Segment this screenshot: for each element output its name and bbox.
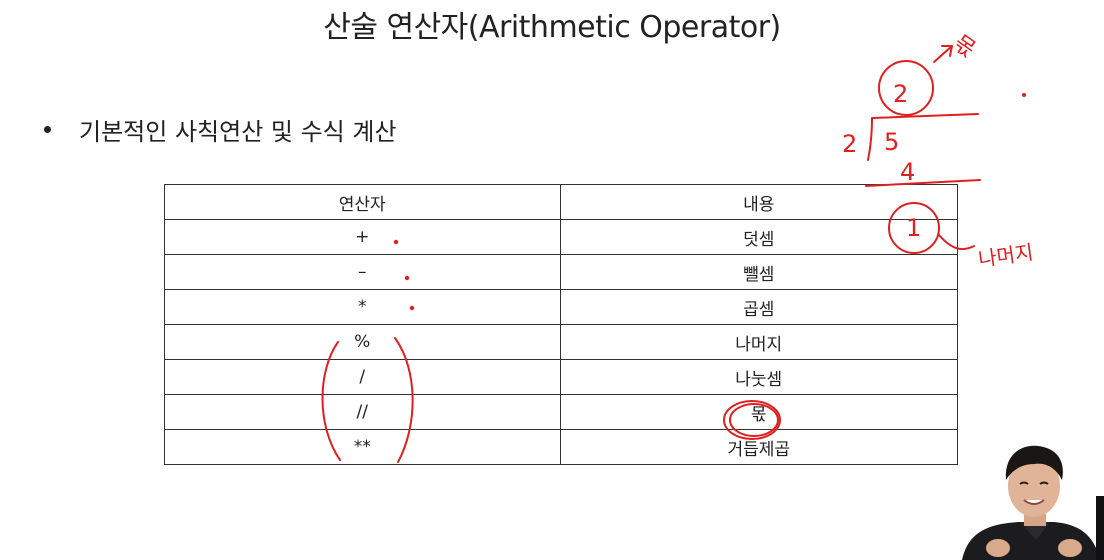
bullet-dot-icon bbox=[44, 126, 51, 133]
description-cell: 거듭제곱 bbox=[559, 429, 958, 465]
webcam-overlay bbox=[958, 440, 1104, 560]
arrow-head bbox=[941, 45, 953, 57]
presenter-video bbox=[958, 440, 1104, 560]
operator-cell: // bbox=[164, 394, 561, 430]
table-row: // 몫 bbox=[164, 394, 958, 430]
arrow-line bbox=[933, 45, 953, 63]
table-row: / 나눗셈 bbox=[164, 359, 958, 395]
division-bar bbox=[867, 117, 873, 161]
table-header-row: 연산자 내용 bbox=[164, 184, 958, 220]
handwritten-dividend-digit: 5 bbox=[884, 128, 899, 156]
table-row: ** 거듭제곱 bbox=[164, 429, 958, 465]
description-cell: 곱셈 bbox=[559, 289, 958, 325]
operator-cell: / bbox=[164, 359, 561, 395]
handwritten-product-digit: 4 bbox=[900, 158, 915, 186]
table-row: * 곱셈 bbox=[164, 289, 958, 325]
table-row: % 나머지 bbox=[164, 324, 958, 360]
operator-cell: ** bbox=[164, 429, 561, 465]
description-cell: 뺄셈 bbox=[559, 254, 958, 290]
handwritten-remainder-label: 나머지 bbox=[977, 240, 1035, 271]
handwritten-quotient-digit: 2 bbox=[893, 80, 908, 108]
table-header-operator: 연산자 bbox=[164, 184, 561, 220]
operator-cell: – bbox=[164, 254, 561, 290]
slide-title: 산술 연산자(Arithmetic Operator) bbox=[323, 10, 781, 45]
table-row: – 뺄셈 bbox=[164, 254, 958, 290]
table-row: + 덧셈 bbox=[164, 219, 958, 255]
operator-cell: + bbox=[164, 219, 561, 255]
description-cell: 나머지 bbox=[559, 324, 958, 360]
division-top-line bbox=[871, 113, 979, 119]
description-cell: 나눗셈 bbox=[559, 359, 958, 395]
bullet-item: 기본적인 사칙연산 및 수식 계산 bbox=[44, 112, 397, 147]
description-cell: 몫 bbox=[559, 394, 958, 430]
bullet-text: 기본적인 사칙연산 및 수식 계산 bbox=[79, 118, 397, 146]
operator-cell: * bbox=[164, 289, 561, 325]
operator-table: 연산자 내용 + 덧셈 – 뺄셈 * 곱셈 % 나머지 / 나눗 bbox=[164, 184, 958, 465]
operator-cell: % bbox=[164, 324, 561, 360]
handwritten-divisor-digit: 2 bbox=[842, 130, 857, 158]
description-cell: 덧셈 bbox=[559, 219, 958, 255]
ink-dot bbox=[1022, 93, 1026, 97]
table-header-description: 내용 bbox=[559, 184, 958, 220]
quotient-circle bbox=[878, 60, 934, 116]
